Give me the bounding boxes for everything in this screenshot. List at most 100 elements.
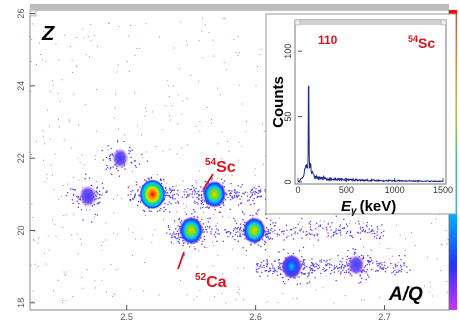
cluster-halo-event bbox=[367, 260, 370, 263]
scatter-event bbox=[84, 103, 86, 105]
scatter-event bbox=[378, 296, 380, 298]
cluster-halo-event bbox=[134, 164, 136, 167]
cluster-halo-event bbox=[363, 256, 365, 259]
scatter-event bbox=[169, 149, 171, 150]
band-event bbox=[200, 194, 203, 197]
cluster-halo-event bbox=[177, 225, 179, 227]
cluster-halo-event bbox=[169, 233, 171, 235]
cluster-halo-event bbox=[144, 210, 146, 212]
band-event bbox=[394, 274, 396, 276]
band-event bbox=[311, 262, 313, 264]
band-event bbox=[283, 233, 285, 235]
band-event bbox=[403, 264, 405, 266]
scatter-event bbox=[107, 22, 109, 24]
scatter-event bbox=[162, 150, 164, 152]
cluster-halo-event bbox=[109, 154, 111, 156]
cluster-halo-event bbox=[234, 189, 236, 191]
cluster-halo-event bbox=[308, 274, 310, 276]
scatter-event bbox=[181, 147, 183, 149]
band-event bbox=[256, 196, 259, 198]
scatter-event bbox=[129, 288, 131, 290]
inset-x-tick-label: 1000 bbox=[385, 185, 405, 195]
scatter-event bbox=[246, 191, 248, 193]
cluster-blob-6 bbox=[281, 254, 303, 279]
cluster-halo-event bbox=[80, 209, 83, 211]
cluster-halo-event bbox=[366, 268, 368, 271]
scatter-event bbox=[186, 44, 188, 46]
cluster-halo-event bbox=[97, 193, 99, 195]
scatter-event bbox=[313, 244, 315, 246]
cluster-halo-event bbox=[278, 267, 280, 269]
cluster-halo-event bbox=[236, 227, 238, 230]
scatter-event bbox=[372, 232, 374, 234]
cluster-halo-event bbox=[146, 160, 148, 162]
scatter-event bbox=[282, 292, 284, 294]
band-event bbox=[370, 259, 373, 261]
band-event bbox=[333, 271, 335, 273]
cluster-halo-event bbox=[72, 188, 74, 190]
cluster-halo-event bbox=[163, 210, 165, 212]
cluster-halo-event bbox=[197, 203, 199, 205]
cluster-halo-event bbox=[287, 252, 289, 254]
scatter-event bbox=[200, 220, 201, 222]
band-event bbox=[238, 194, 240, 196]
inset-x-tick-label: 1500 bbox=[433, 185, 453, 195]
cluster-halo-event bbox=[109, 157, 111, 160]
scatter-event bbox=[245, 254, 247, 256]
scatter-event bbox=[255, 266, 257, 268]
scatter-event bbox=[128, 35, 130, 37]
band-event bbox=[169, 228, 171, 231]
cluster-halo-event bbox=[169, 211, 171, 213]
band-event bbox=[315, 265, 317, 268]
band-event bbox=[258, 267, 260, 270]
cluster-halo-event bbox=[367, 274, 369, 276]
band-event bbox=[294, 231, 296, 233]
band-event bbox=[273, 267, 275, 269]
scatter-event bbox=[429, 281, 431, 283]
cluster-halo-event bbox=[200, 197, 203, 199]
cluster-halo-event bbox=[207, 217, 209, 220]
cluster-halo-event bbox=[220, 206, 222, 208]
cluster-halo-event bbox=[73, 189, 75, 191]
scatter-event bbox=[172, 85, 174, 87]
band-event bbox=[171, 196, 173, 198]
scatter-event bbox=[228, 150, 230, 152]
scatter-event bbox=[198, 250, 200, 252]
band-event bbox=[318, 264, 320, 266]
band-event bbox=[368, 261, 370, 264]
scatter-event bbox=[113, 117, 115, 119]
cluster-halo-event bbox=[97, 197, 99, 200]
cluster-halo-event bbox=[173, 220, 176, 222]
band-event bbox=[260, 261, 263, 264]
scatter-event bbox=[363, 222, 364, 224]
band-event bbox=[308, 232, 310, 234]
cluster-halo-event bbox=[111, 154, 113, 156]
annotation-52ca-mass: 52 bbox=[195, 272, 207, 283]
scatter-event bbox=[117, 64, 119, 66]
band-event bbox=[258, 185, 260, 188]
cluster-halo-event bbox=[346, 258, 348, 261]
band-event bbox=[396, 265, 398, 267]
band-event bbox=[255, 269, 257, 271]
band-event bbox=[175, 233, 178, 235]
main-x-axis-label: A/Q bbox=[388, 284, 423, 305]
scatter-event bbox=[46, 178, 48, 180]
scatter-event bbox=[211, 119, 213, 121]
scatter-event bbox=[238, 141, 240, 143]
cluster-halo-event bbox=[133, 196, 135, 199]
cluster-halo-event bbox=[372, 262, 374, 264]
band-event bbox=[327, 232, 329, 234]
scatter-event bbox=[263, 163, 264, 165]
scatter-event bbox=[134, 54, 136, 56]
scatter-event bbox=[224, 18, 226, 19]
scatter-event bbox=[113, 232, 114, 234]
band-event bbox=[272, 272, 274, 275]
scatter-event bbox=[61, 79, 63, 81]
scatter-event bbox=[236, 52, 238, 54]
cluster-halo-event bbox=[245, 249, 247, 252]
scatter-event bbox=[44, 143, 46, 145]
band-event bbox=[359, 232, 362, 234]
band-event bbox=[274, 260, 276, 262]
scatter-event bbox=[175, 185, 177, 187]
band-event bbox=[313, 269, 315, 272]
